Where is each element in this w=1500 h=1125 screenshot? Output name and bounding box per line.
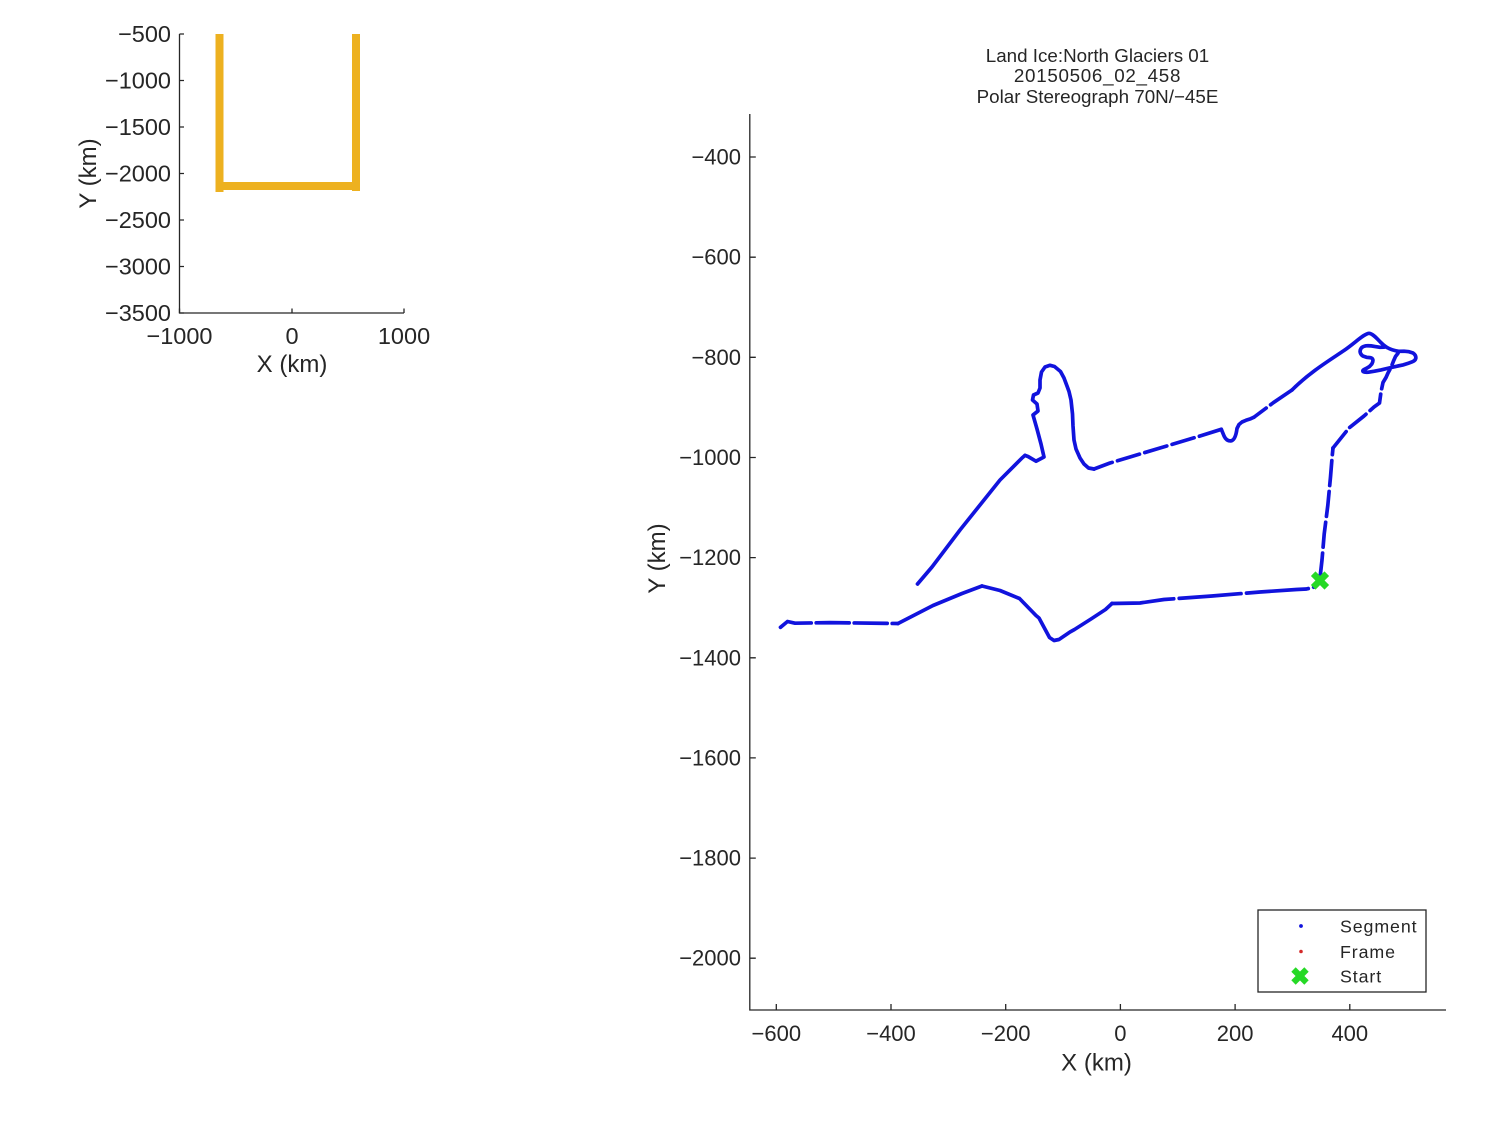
svg-text:−2500: −2500	[105, 207, 171, 233]
svg-text:1000: 1000	[378, 323, 430, 349]
svg-text:−400: −400	[691, 145, 741, 170]
svg-text:−1600: −1600	[679, 745, 741, 770]
svg-text:−2000: −2000	[105, 161, 171, 187]
svg-text:−3500: −3500	[105, 300, 171, 326]
svg-text:20150506_02_458: 20150506_02_458	[1014, 65, 1181, 87]
svg-text:−1200: −1200	[679, 545, 741, 570]
svg-text:−800: −800	[691, 345, 741, 370]
svg-text:−400: −400	[866, 1021, 916, 1046]
svg-text:Y (km): Y (km)	[75, 138, 102, 208]
svg-text:−3000: −3000	[105, 254, 171, 280]
svg-text:Land Ice:North Glaciers 01: Land Ice:North Glaciers 01	[986, 45, 1209, 66]
svg-text:−1000: −1000	[679, 445, 741, 470]
svg-text:−500: −500	[118, 21, 171, 47]
svg-text:−1500: −1500	[105, 114, 171, 140]
svg-text:400: 400	[1331, 1021, 1368, 1046]
svg-text:Segment: Segment	[1340, 917, 1417, 937]
svg-text:X (km): X (km)	[257, 351, 328, 378]
svg-text:0: 0	[285, 323, 298, 349]
svg-text:−600: −600	[691, 245, 741, 270]
svg-text:0: 0	[1114, 1021, 1126, 1046]
svg-text:−1400: −1400	[679, 645, 741, 670]
svg-text:−1000: −1000	[105, 68, 171, 94]
svg-text:−600: −600	[752, 1021, 802, 1046]
svg-text:Frame: Frame	[1340, 942, 1396, 962]
svg-text:200: 200	[1217, 1021, 1254, 1046]
svg-text:Y (km): Y (km)	[644, 523, 671, 593]
svg-text:Start: Start	[1340, 967, 1382, 987]
svg-text:Polar Stereograph 70N/−45E: Polar Stereograph 70N/−45E	[977, 86, 1219, 107]
svg-text:−2000: −2000	[679, 946, 741, 971]
svg-text:−200: −200	[981, 1021, 1031, 1046]
svg-text:−1000: −1000	[146, 323, 212, 349]
svg-text:−1800: −1800	[679, 846, 741, 871]
svg-text:X (km): X (km)	[1061, 1050, 1132, 1077]
